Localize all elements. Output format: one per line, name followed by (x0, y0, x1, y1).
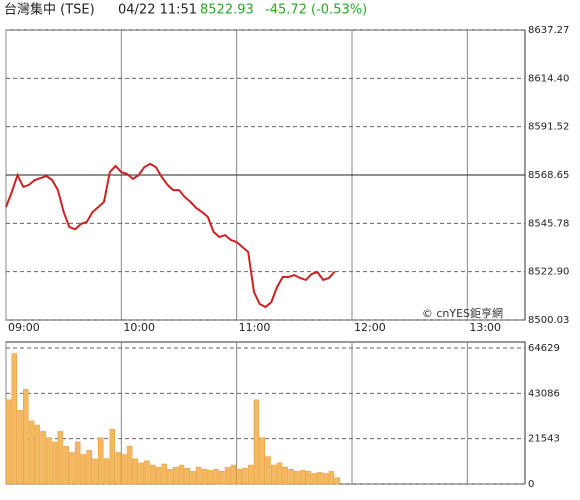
y-tick-label: 8568.65 (528, 170, 569, 181)
volume-bar (294, 471, 300, 485)
y-tick-label: 8545.78 (528, 218, 569, 229)
volume-bar (92, 458, 98, 485)
volume-bar (184, 467, 191, 485)
volume-bar (149, 464, 156, 485)
y-tick-label: 8637.27 (528, 25, 569, 36)
y-tick-label: 64629 (528, 343, 560, 354)
volume-bar (57, 431, 64, 485)
volume-bar (23, 389, 29, 485)
volume-bar (138, 462, 144, 485)
volume-bar (86, 450, 92, 485)
volume-bar (46, 437, 52, 485)
volume-bar (69, 452, 75, 485)
price-line (5, 162, 336, 309)
volume-bar (132, 458, 139, 485)
volume-bar (317, 472, 323, 485)
volume-bar (80, 454, 87, 485)
volume-bar (271, 464, 277, 485)
volume-bar (34, 424, 41, 485)
volume-bar (167, 469, 173, 485)
time: 04/22 11:51 (118, 3, 197, 18)
volume-bar (40, 431, 46, 485)
volume-bar (5, 399, 12, 485)
volume-bar (282, 466, 289, 485)
volume-bar (311, 473, 317, 485)
watermark: © cnYES鉅亨網 (422, 306, 503, 320)
volume-bar (103, 458, 110, 485)
volume-bar (115, 452, 121, 485)
volume-bar (299, 470, 306, 485)
volume-bar (121, 454, 127, 485)
volume-bar (230, 464, 237, 485)
volume-bar (334, 477, 340, 485)
x-tick-label: 09:00 (8, 321, 40, 334)
x-tick-label: 13:00 (469, 321, 501, 334)
volume-bar (126, 445, 133, 485)
volume-bar (28, 420, 35, 485)
volume-bar (190, 471, 196, 485)
volume-bar (236, 469, 242, 485)
y-tick-label: 21543 (528, 434, 560, 445)
volume-bar (207, 470, 214, 485)
volume-bar (172, 466, 179, 485)
x-tick-label: 10:00 (123, 321, 155, 334)
volume-bar (109, 429, 116, 485)
volume-bar (322, 473, 329, 485)
y-tick-label: 43086 (528, 388, 560, 399)
volume-bar (201, 469, 208, 485)
x-tick-label: 12:00 (354, 321, 386, 334)
volume-bar (253, 399, 260, 485)
volume-bar (276, 462, 283, 485)
volume-bar (247, 464, 254, 485)
volume-bar (98, 437, 104, 485)
volume-bar (265, 456, 271, 485)
y-tick-label: 8500.03 (528, 315, 569, 326)
volume-bar (178, 464, 185, 485)
volume-bar (51, 441, 58, 485)
volume-bar (213, 469, 219, 485)
volume-bar (305, 471, 312, 485)
volume-bar (242, 467, 248, 485)
price: 8522.93 (200, 3, 254, 18)
y-tick-label: 8591.52 (528, 122, 569, 133)
y-tick-label: 8614.40 (528, 73, 569, 84)
volume-bar (144, 460, 150, 485)
volume-bar (63, 445, 69, 485)
index-name: 台灣集中 (TSE) (4, 2, 95, 18)
x-tick-label: 11:00 (239, 321, 271, 334)
volume-bar (219, 471, 225, 485)
volume-bar (288, 469, 294, 485)
volume-bar (328, 471, 335, 485)
volume-bar (155, 466, 162, 485)
volume-bar (17, 410, 23, 485)
volume-bar (224, 466, 231, 485)
volume-bar (196, 466, 202, 485)
y-tick-label: 0 (528, 479, 534, 490)
y-tick-label: 8522.90 (528, 267, 569, 278)
volume-bar (259, 437, 265, 485)
change: -45.72 (-0.53%) (265, 3, 367, 18)
volume-bar (74, 441, 81, 485)
volume-bar (11, 353, 18, 485)
volume-bar (161, 463, 167, 485)
